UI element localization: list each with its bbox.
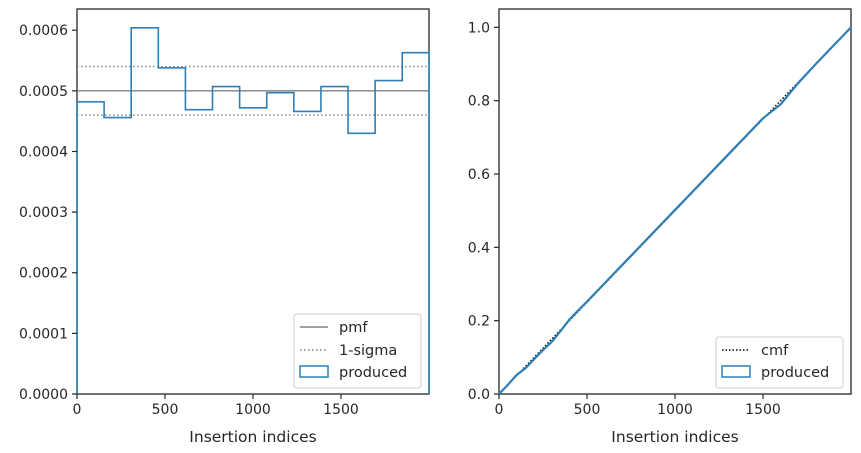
- left-legend: pmf 1-sigma produced: [293, 313, 422, 389]
- y-tick-label: 0.0002: [19, 266, 68, 282]
- legend-pmf-label: pmf: [339, 320, 368, 336]
- y-tick-label: 0.4: [468, 240, 490, 256]
- y-tick-label: 0.0006: [19, 23, 68, 39]
- right-y-ticks: 0.0 0.2 0.4 0.6 0.8 1.0: [468, 20, 499, 403]
- left-plot-content: [76, 26, 430, 394]
- x-tick-label: 500: [152, 402, 179, 418]
- y-tick-label: 0.0: [468, 387, 490, 403]
- y-tick-label: 0.0001: [19, 326, 68, 342]
- x-tick-label: 1500: [745, 402, 781, 418]
- y-tick-label: 0.8: [468, 94, 490, 110]
- produced-series-line: [498, 26, 852, 395]
- y-tick-label: 1.0: [468, 20, 490, 36]
- x-tick-label: 0: [495, 402, 504, 418]
- left-legend-box: [293, 313, 422, 389]
- produced-histogram-step: [76, 26, 430, 394]
- right-x-axis-label: Insertion indices: [611, 428, 738, 446]
- left-panel-histogram: 0 500 1000 1500 0.00000.00010.00020.00030.0…: [19, 8, 430, 446]
- legend-produced-label: produced: [339, 365, 407, 381]
- y-tick-label: 0.0000: [19, 387, 68, 403]
- x-tick-label: 0: [73, 402, 82, 418]
- right-legend: cmf produced: [715, 336, 844, 389]
- right-plot-frame: [498, 8, 852, 395]
- left-y-ticks: 0.0000 0.0001 0.0002 0.0003 0.0004 0.0005 0.00…: [19, 23, 77, 403]
- y-tick-label: 0.2: [468, 314, 490, 330]
- left-x-ticks: 0 500 1000 1500: [73, 394, 359, 418]
- left-x-axis-label: Insertion indices: [189, 428, 316, 446]
- right-panel-cumulative: 0 500 1000 1500 0.0 0.2 0.4 0.6 0.8 1.0 Insertio…: [468, 8, 852, 446]
- right-x-ticks: 0 500 1000 1500: [495, 394, 781, 418]
- legend-produced-label: produced: [761, 365, 829, 381]
- legend-1-sigma-label: 1-sigma: [339, 343, 397, 359]
- y-tick-label: 0.0003: [19, 205, 68, 221]
- x-tick-label: 1000: [235, 402, 271, 418]
- legend-produced-swatch: [721, 365, 751, 378]
- y-tick-label: 0.6: [468, 167, 490, 183]
- x-tick-label: 500: [574, 402, 601, 418]
- legend-cmf-label: cmf: [761, 343, 789, 359]
- legend-produced-swatch: [299, 365, 329, 378]
- right-plot-content: [498, 26, 852, 395]
- y-tick-label: 0.0004: [19, 144, 68, 160]
- x-tick-label: 1000: [657, 402, 693, 418]
- y-tick-label: 0.0005: [19, 84, 68, 100]
- x-tick-label: 1500: [323, 402, 359, 418]
